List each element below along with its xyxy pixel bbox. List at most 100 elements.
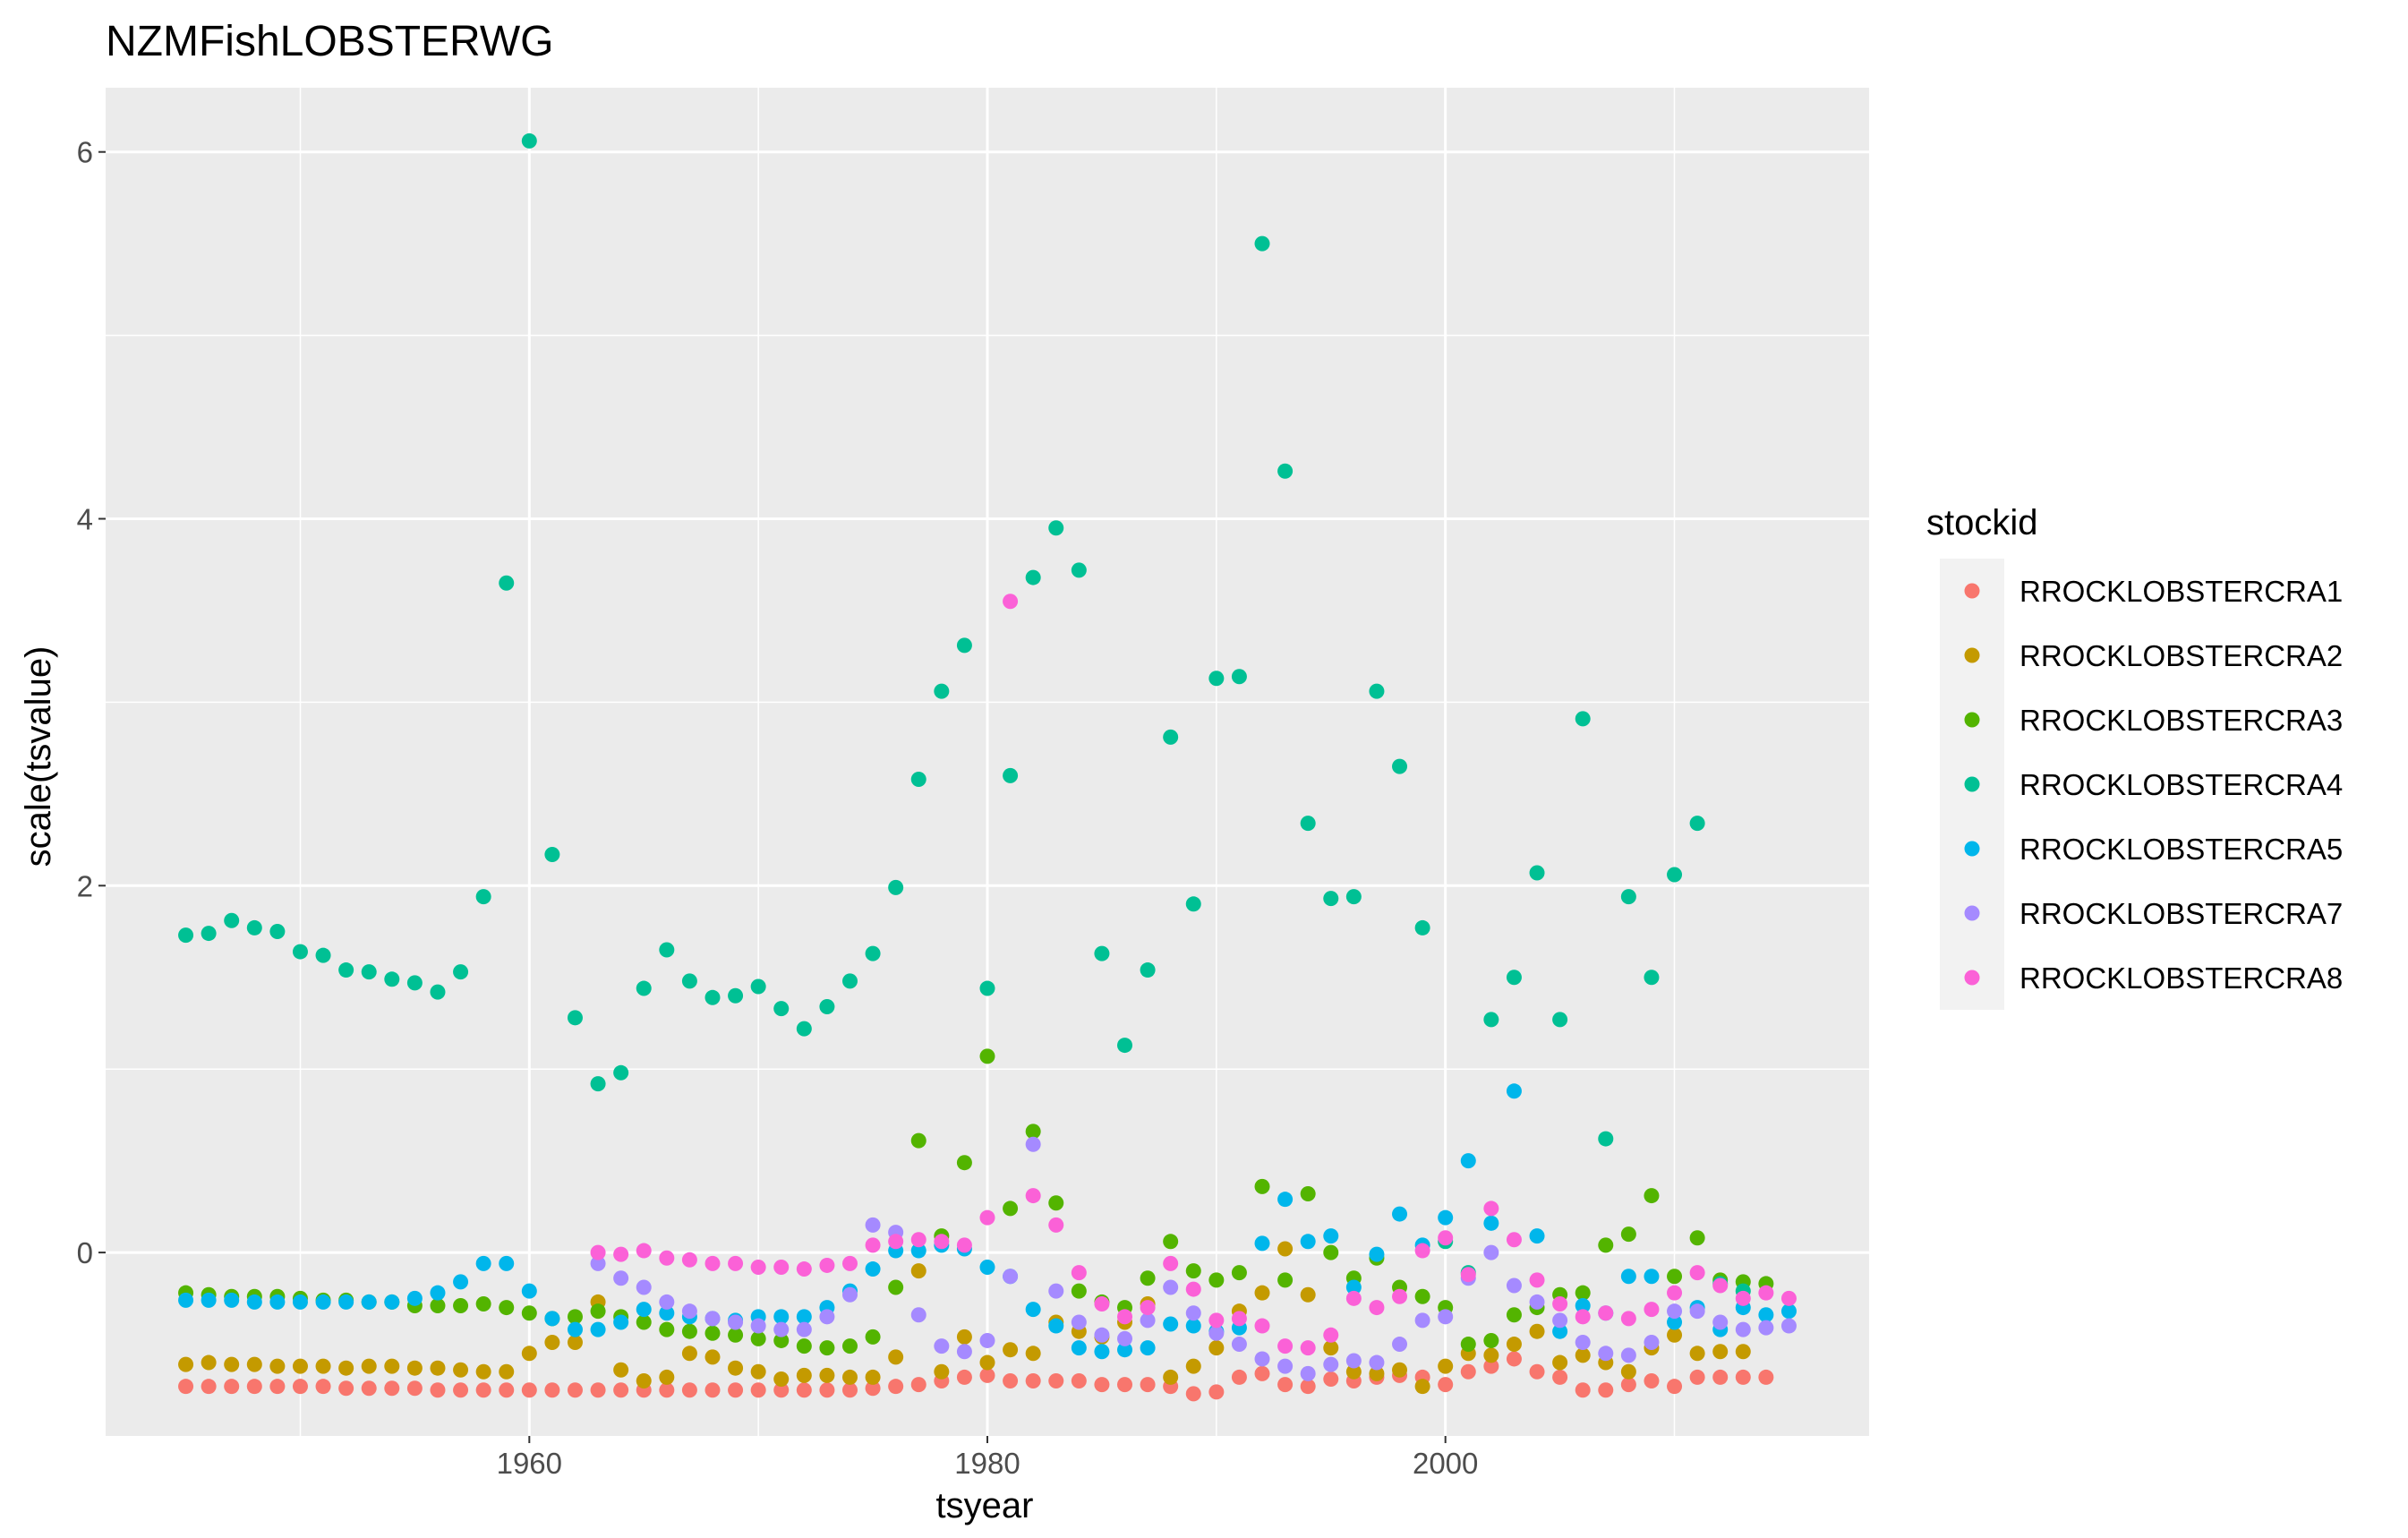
data-point	[1667, 1314, 1683, 1330]
data-point	[1575, 1335, 1591, 1351]
data-point	[1094, 1377, 1110, 1393]
data-point	[1483, 1200, 1499, 1217]
data-point	[819, 999, 835, 1015]
data-point	[406, 1290, 423, 1306]
data-point	[1735, 1290, 1751, 1306]
data-point	[1667, 1269, 1683, 1285]
data-point	[1575, 1285, 1591, 1301]
data-point	[1048, 1195, 1064, 1211]
data-point	[1529, 1363, 1545, 1380]
data-point	[1323, 1356, 1339, 1372]
data-point	[1254, 1365, 1270, 1381]
data-point	[979, 1259, 995, 1275]
data-point	[934, 683, 950, 699]
series-points	[590, 594, 1797, 1356]
data-point	[1163, 729, 1179, 745]
data-point	[681, 1382, 697, 1398]
data-point	[1185, 1263, 1201, 1279]
data-point	[796, 1367, 812, 1383]
data-point	[636, 1373, 652, 1389]
data-point	[384, 1358, 400, 1374]
data-point	[865, 1329, 881, 1345]
data-point	[224, 1379, 240, 1395]
series-points	[590, 1136, 1797, 1381]
data-point	[1185, 1281, 1201, 1297]
data-point	[1552, 1369, 1568, 1385]
data-point	[1667, 867, 1683, 883]
data-point	[1300, 816, 1316, 832]
data-point	[499, 575, 515, 591]
data-point	[1369, 1354, 1385, 1371]
data-point	[865, 945, 881, 961]
data-point	[1277, 1377, 1294, 1393]
data-point	[430, 984, 446, 1000]
data-point	[1071, 1265, 1087, 1281]
data-point	[1025, 1346, 1041, 1362]
data-point	[728, 1382, 744, 1398]
data-point	[979, 980, 995, 996]
data-point	[384, 1380, 400, 1397]
data-point	[1644, 1302, 1660, 1318]
data-point	[224, 1292, 240, 1308]
data-point	[1644, 970, 1660, 986]
data-point	[681, 1323, 697, 1339]
data-point	[1208, 1384, 1225, 1400]
data-point	[728, 1255, 744, 1271]
data-point	[269, 1294, 286, 1310]
data-point	[361, 1358, 377, 1374]
data-point	[1185, 1358, 1201, 1374]
data-point	[384, 971, 400, 987]
data-point	[819, 1309, 835, 1325]
data-point	[1552, 1295, 1568, 1312]
data-point	[292, 1379, 308, 1395]
data-point	[544, 1335, 560, 1351]
data-point	[590, 1076, 606, 1092]
data-point	[499, 1255, 515, 1271]
data-point	[956, 637, 972, 654]
legend-swatch	[1964, 776, 1980, 792]
data-point	[865, 1237, 881, 1253]
data-point	[1598, 1305, 1614, 1321]
data-point	[292, 944, 308, 960]
data-point	[1438, 1309, 1454, 1325]
data-point	[1163, 1234, 1179, 1250]
data-point	[1025, 1302, 1041, 1318]
data-point	[1460, 1153, 1476, 1169]
x-tick-label: 1960	[497, 1447, 562, 1480]
data-point	[750, 1318, 766, 1334]
data-point	[1758, 1320, 1774, 1336]
data-point	[246, 919, 262, 936]
data-point	[201, 926, 217, 942]
data-point	[475, 889, 491, 905]
data-point	[659, 1305, 675, 1321]
data-point	[659, 942, 675, 958]
data-point	[613, 1314, 629, 1330]
data-point	[521, 132, 537, 149]
x-axis: 1960 1980 2000	[497, 1436, 1478, 1480]
data-point	[1117, 1377, 1133, 1393]
data-point	[728, 1327, 744, 1343]
data-point	[910, 1263, 926, 1279]
data-point	[1048, 1373, 1064, 1389]
data-point	[1048, 520, 1064, 536]
data-point	[1712, 1369, 1729, 1385]
data-point	[1369, 1365, 1385, 1381]
data-point	[659, 1369, 675, 1385]
data-point	[934, 1363, 950, 1380]
data-point	[269, 1379, 286, 1395]
data-point	[1185, 1305, 1201, 1321]
series-points	[178, 1351, 1774, 1402]
legend-swatch	[1964, 583, 1980, 599]
y-tick-label: 0	[77, 1236, 93, 1269]
data-point	[1071, 1283, 1087, 1299]
data-point	[1208, 1325, 1225, 1341]
data-point	[659, 1382, 675, 1398]
data-point	[475, 1295, 491, 1312]
data-point	[406, 1360, 423, 1376]
data-point	[979, 1367, 995, 1383]
data-point	[315, 1379, 331, 1395]
data-point	[544, 1382, 560, 1398]
data-point	[750, 978, 766, 995]
data-point	[1438, 1358, 1454, 1374]
data-point	[1735, 1344, 1751, 1360]
